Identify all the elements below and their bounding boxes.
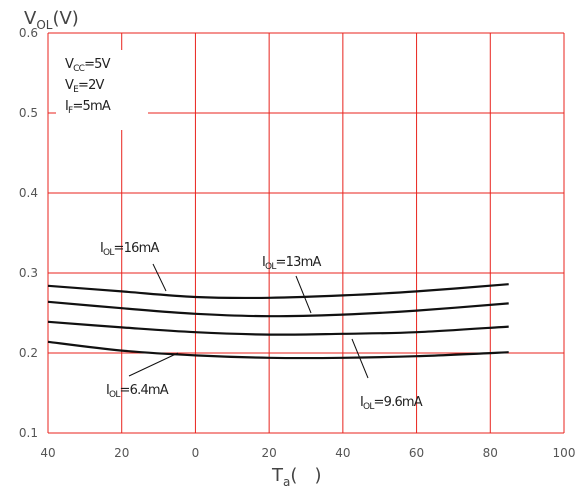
y-tick-label: 0.5 (19, 106, 38, 120)
series-label-sub: OL (103, 248, 114, 258)
series-label: IOL=6.4mA (106, 383, 169, 400)
condition-sub: E (73, 85, 79, 95)
series-label: IOL=13mA (262, 255, 321, 272)
series-label-main: I (106, 383, 109, 398)
condition-main: I (65, 99, 68, 114)
series-label: IOL=9.6mA (360, 395, 423, 412)
series-label-rest: =6.4mA (120, 383, 169, 398)
x-tick-label: 40 (40, 446, 55, 460)
x-tick-label: 80 (483, 446, 498, 460)
label-leader-line (295, 275, 312, 314)
y-tick-labels: 0.1 0.2 0.3 0.4 0.5 0.6 (19, 26, 38, 440)
condition-main: V (65, 78, 74, 93)
series-label-main: I (100, 241, 103, 256)
series-line (47, 320, 509, 336)
series-label-rest: =16mA (114, 241, 160, 256)
condition-sub: CC (73, 64, 84, 74)
y-tick-label: 0.4 (19, 186, 38, 200)
label-leader-lines (128, 263, 369, 379)
x-axis-title-unit: ( ) (290, 465, 321, 486)
conditions-background (56, 50, 148, 130)
x-axis-title-main: T (271, 465, 284, 486)
series-line (47, 340, 509, 360)
condition-line: VE=2V (65, 78, 105, 95)
y-tick-label: 0.3 (19, 266, 38, 280)
series-label-main: I (360, 395, 363, 410)
x-tick-label: 20 (262, 446, 277, 460)
x-tick-label: 100 (553, 446, 576, 460)
label-leader-line (152, 263, 167, 292)
series-label: IOL=16mA (100, 241, 159, 258)
label-leader-line (128, 352, 179, 377)
y-tick-label: 0.2 (19, 346, 38, 360)
x-axis-title-sub: a (283, 475, 290, 489)
label-leader-line (351, 338, 369, 379)
condition-main: V (65, 57, 74, 72)
x-tick-label: 60 (409, 446, 424, 460)
x-tick-labels: 40 20 0 20 40 60 80 100 (40, 446, 575, 460)
y-tick-label: 0.1 (19, 426, 38, 440)
y-tick-label: 0.6 (19, 26, 38, 40)
series-line (47, 300, 509, 318)
x-tick-label: 0 (192, 446, 200, 460)
y-axis-title-unit: (V) (52, 8, 78, 29)
series-label-rest: =13mA (276, 255, 322, 270)
condition-rest: =5V (84, 57, 111, 72)
condition-rest: =2V (78, 78, 105, 93)
series-line (47, 283, 509, 300)
series-label-sub: OL (265, 262, 276, 272)
x-tick-label: 20 (114, 446, 129, 460)
series-lines (47, 283, 509, 360)
condition-rest: =5mA (72, 99, 110, 114)
x-axis-title: Ta( ) (271, 465, 322, 489)
condition-line: VCC=5V (65, 57, 111, 74)
y-axis-title-sub: OL (36, 18, 52, 32)
condition-sub: F (68, 106, 73, 116)
y-axis-title-main: V (24, 8, 37, 29)
series-label-main: I (262, 255, 265, 270)
series-label-sub: OL (363, 402, 374, 412)
condition-line: IF=5mA (65, 99, 111, 116)
x-tick-label: 40 (335, 446, 350, 460)
y-axis-title: VOL(V) (24, 8, 79, 32)
series-label-rest: =9.6mA (374, 395, 423, 410)
series-label-sub: OL (109, 390, 120, 400)
